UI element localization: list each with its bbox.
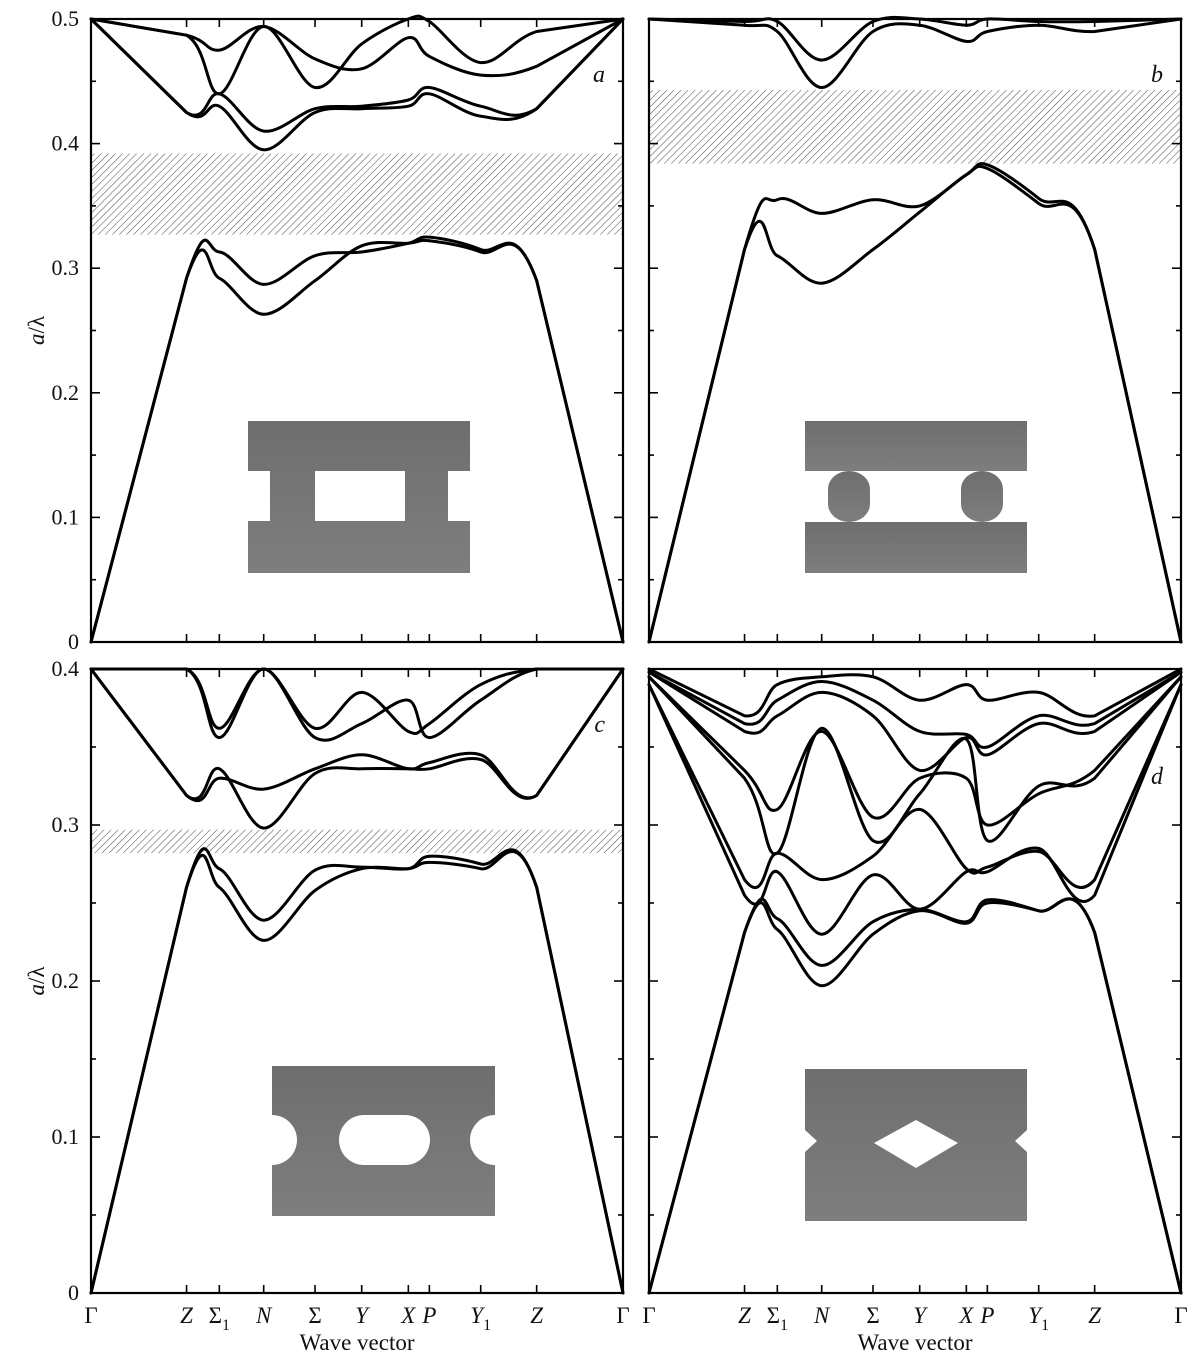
- k-point-label: Y: [355, 1303, 370, 1328]
- panel-a: 0 0.1 0.2 0.3 0.4 0.5 a/λ a: [24, 6, 625, 654]
- k-point-label: Σ: [308, 1303, 321, 1328]
- band-6: [647, 675, 1183, 827]
- panel-d: Γ Z Σ1 N Σ Y X P Y1 Z Γ Wave vector d: [642, 667, 1188, 1355]
- y-tick-label: 0.1: [52, 504, 80, 529]
- k-point-label: Z: [530, 1303, 543, 1328]
- y-tick-label: 0.5: [52, 6, 80, 31]
- k-point-label: Σ1: [767, 1303, 788, 1334]
- band-7: [647, 670, 1183, 772]
- band-6: [89, 667, 625, 735]
- band-curves: [89, 14, 625, 644]
- block-with-stadium-hole-icon: [272, 1066, 495, 1216]
- band-3: [647, 683, 1183, 936]
- y-axis-label: a/λ: [24, 315, 49, 345]
- k-point-label: Y1: [1028, 1303, 1049, 1334]
- panel-letter: d: [1151, 764, 1164, 790]
- panel-letter: c: [594, 712, 605, 738]
- two-bars-with-round-pillars-icon: [805, 421, 1027, 573]
- band-3: [89, 17, 625, 152]
- band-4: [89, 17, 625, 133]
- k-point-label: Γ: [616, 1303, 629, 1328]
- k-point-label: P: [421, 1303, 436, 1328]
- band-8: [647, 670, 1183, 749]
- x-axis-label: Wave vector: [858, 1330, 973, 1355]
- band-4: [647, 683, 1183, 890]
- band-2: [89, 235, 625, 644]
- k-point-label: Σ1: [209, 1303, 230, 1334]
- k-point-label: X: [400, 1303, 416, 1328]
- band-5: [89, 17, 625, 78]
- band-gap-region: [91, 153, 623, 235]
- y-tick-label: 0.4: [52, 656, 80, 681]
- band-gap-region: [91, 829, 623, 854]
- k-point-label: N: [255, 1303, 273, 1328]
- y-tick-label: 0.1: [52, 1124, 80, 1149]
- k-point-label: Y: [913, 1303, 928, 1328]
- y-tick-label: 0.2: [52, 968, 80, 993]
- band-6: [89, 14, 625, 96]
- k-point-label: Γ: [1174, 1303, 1187, 1328]
- band-2: [647, 162, 1183, 644]
- k-point-label: Z: [738, 1303, 751, 1328]
- y-tick-label: 0: [68, 1280, 79, 1305]
- x-axis-label: Wave vector: [300, 1330, 415, 1355]
- band-5: [89, 667, 625, 742]
- panel-c: 0 0.1 0.2 0.3 0.4 Γ Z Σ1 N Σ Y X P Y1 Z Γ Wave vector a/λ…: [24, 656, 630, 1355]
- y-tick-label: 0.3: [52, 812, 80, 837]
- k-point-label: Y1: [470, 1303, 491, 1334]
- band-4: [89, 667, 625, 803]
- band-curves: [89, 667, 625, 1295]
- y-tick-label: 0: [68, 629, 79, 654]
- k-point-label: P: [979, 1303, 994, 1328]
- k-point-label: Z: [1088, 1303, 1101, 1328]
- y-tick-label: 0.4: [52, 131, 80, 156]
- k-point-label: Z: [180, 1303, 193, 1328]
- band-5: [647, 675, 1183, 856]
- k-point-label: Γ: [642, 1303, 655, 1328]
- y-tick-label: 0.2: [52, 380, 80, 405]
- solid-block-rectangular-hole-icon: [248, 421, 470, 573]
- k-point-label: N: [813, 1303, 831, 1328]
- band-3: [647, 17, 1183, 89]
- k-point-label: Γ: [84, 1303, 97, 1328]
- block-with-diamond-hole-icon: [805, 1069, 1027, 1221]
- band-9: [647, 667, 1183, 718]
- band-2: [89, 847, 625, 1295]
- panel-letter: b: [1151, 62, 1163, 88]
- y-tick-label: 0.3: [52, 255, 80, 280]
- panel-b: b: [647, 15, 1183, 644]
- k-point-label: X: [958, 1303, 974, 1328]
- band-gap-region: [649, 90, 1181, 164]
- panel-letter: a: [593, 62, 605, 88]
- y-axis-label: a/λ: [24, 966, 49, 996]
- k-point-label: Σ: [866, 1303, 879, 1328]
- band-curves: [647, 667, 1183, 1295]
